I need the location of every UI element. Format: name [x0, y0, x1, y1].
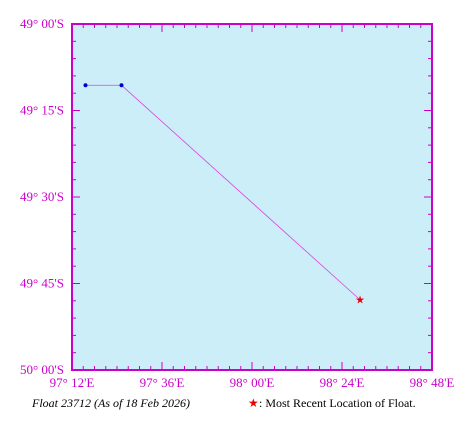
- latitude-label: 49° 00'S: [20, 16, 64, 31]
- latitude-label: 49° 30'S: [20, 189, 64, 204]
- recent-location-legend-text: : Most Recent Location of Float.: [259, 396, 416, 410]
- position-marker: [119, 83, 124, 88]
- recent-position-marker: ★: [355, 294, 365, 306]
- longitude-label: 98° 00'E: [230, 375, 275, 390]
- latitude-label: 49° 45'S: [20, 276, 64, 291]
- longitude-labels: 97° 12'E 97° 36'E 98° 00'E 98° 24'E 98° 48'E: [50, 375, 455, 390]
- ocean-area: [72, 24, 432, 370]
- latitude-label: 50° 00'S: [20, 362, 64, 377]
- longitude-label: 98° 24'E: [320, 375, 365, 390]
- longitude-label: 97° 36'E: [140, 375, 185, 390]
- float-info-caption: Float 23712 (As of 18 Feb 2026): [31, 396, 190, 410]
- latitude-labels: 49° 00'S 49° 15'S 49° 30'S 49° 45'S 50° 00'S: [20, 16, 64, 377]
- recent-location-legend-icon: ★: [248, 396, 259, 410]
- float-track: ★: [83, 83, 365, 306]
- longitude-label: 97° 12'E: [50, 375, 95, 390]
- position-marker: [83, 83, 88, 88]
- latitude-label: 49° 15'S: [20, 103, 64, 118]
- longitude-label: 98° 48'E: [410, 375, 455, 390]
- map-frame: [71, 23, 433, 371]
